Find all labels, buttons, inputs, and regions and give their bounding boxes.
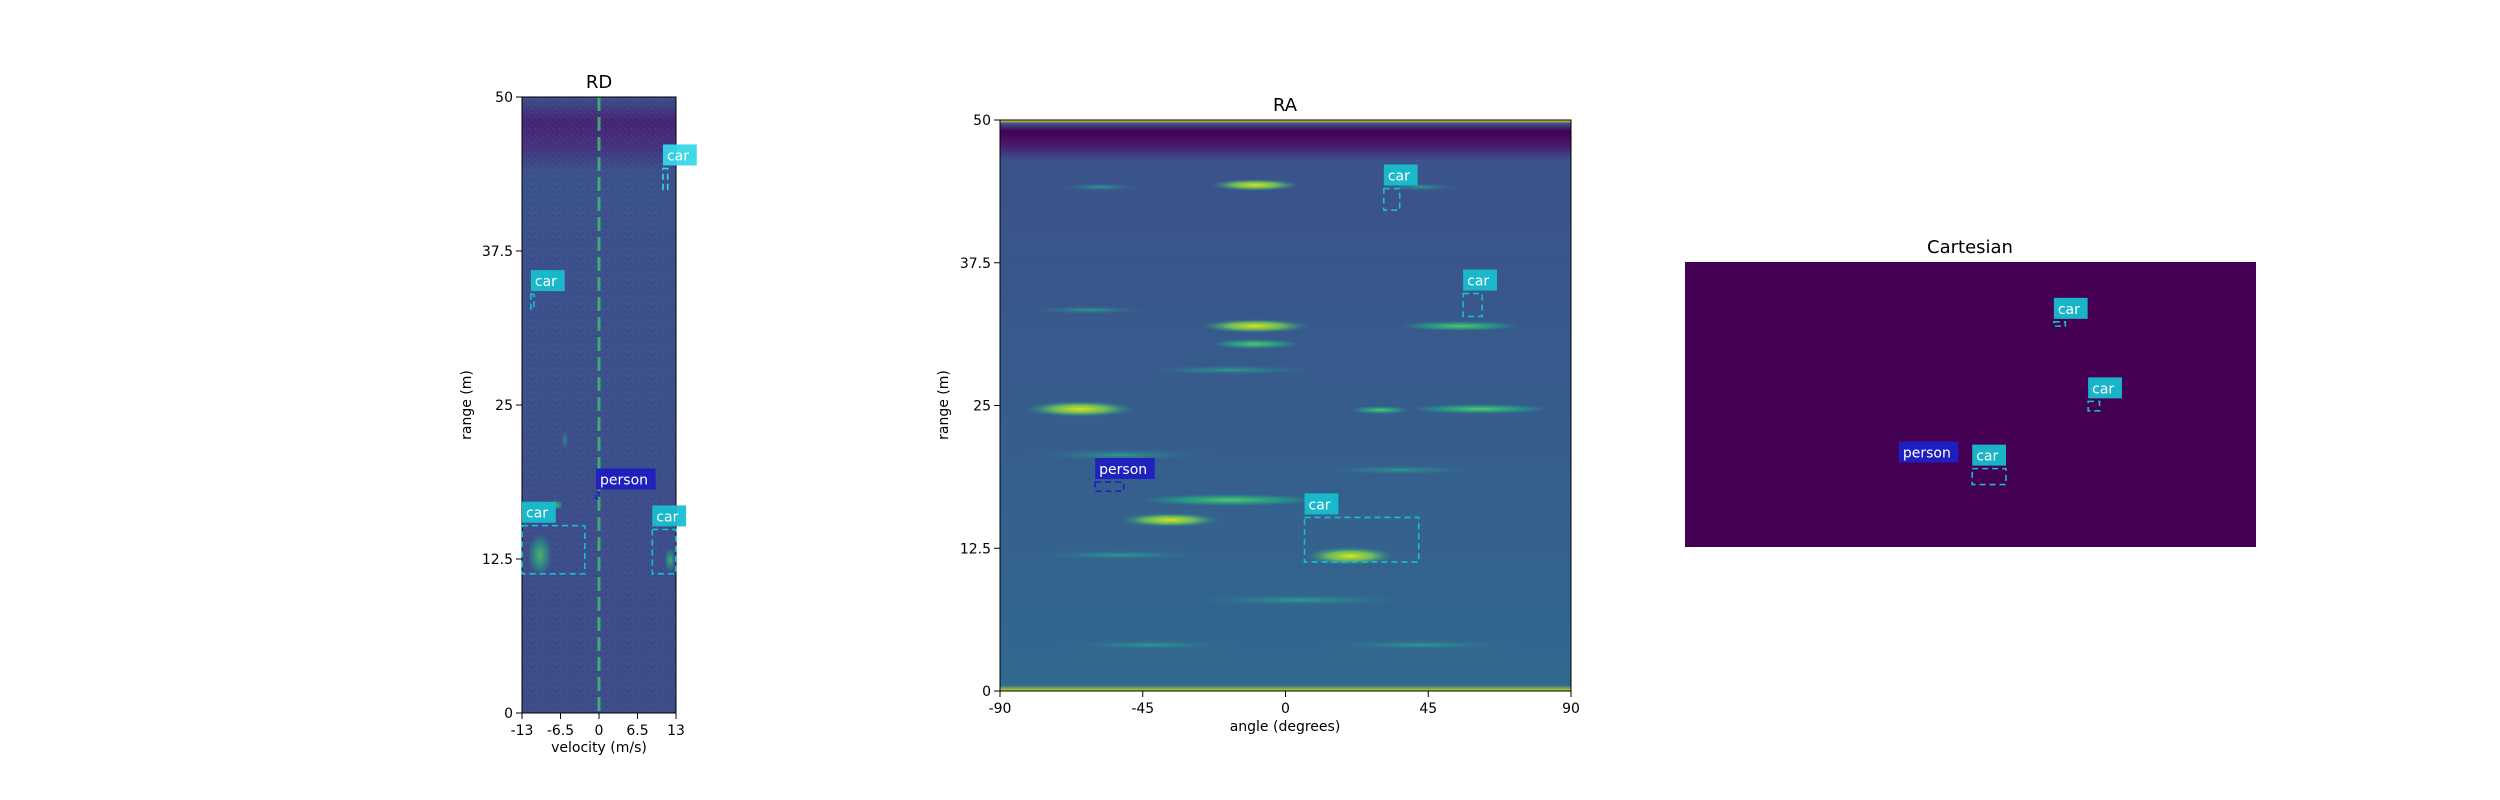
ra-return-blob	[1305, 547, 1395, 565]
x-tick-label: -90	[989, 701, 1012, 717]
ra-return-blob	[1030, 306, 1150, 314]
ra-return-blob	[1400, 321, 1520, 331]
rd-title: RD	[586, 72, 612, 93]
detection-box	[1303, 516, 1420, 563]
detection-box	[1094, 481, 1125, 492]
detection-label: car	[667, 148, 689, 164]
rd-ylabel: range (m)	[459, 370, 475, 440]
detection-label: person	[1099, 462, 1147, 478]
y-tick-label: 50	[973, 113, 991, 129]
detection-label-bg	[1972, 444, 2007, 466]
ra-detections: car car person car	[1094, 164, 1497, 563]
ra-return-blob	[1140, 494, 1320, 506]
ra-return-blob	[1210, 339, 1300, 349]
y-tick-label: 0	[982, 684, 991, 700]
x-tick-label: -45	[1131, 701, 1154, 717]
ra-return-blob	[1030, 550, 1210, 560]
cartesian-background	[1685, 262, 2256, 547]
cartesian-panel: Cartesian car car person car	[1685, 237, 2256, 547]
detection-label-bg	[662, 144, 697, 166]
rd-panel: RD -13 -6.5 0 6.5 13 0 12.5 25 37.5 50 car car pers…	[459, 72, 697, 756]
detection-label-bg	[1383, 164, 1418, 186]
ra-return-blob	[1140, 365, 1320, 375]
y-tick-label: 12.5	[960, 541, 991, 557]
detection-box	[530, 293, 535, 310]
detection-box	[651, 528, 677, 575]
detection-label-bg	[2053, 297, 2088, 319]
detection-label-bg	[522, 501, 556, 523]
x-tick-label: 0	[595, 723, 604, 739]
y-tick-label: 37.5	[482, 244, 513, 260]
rd-detections: car car person car car	[521, 144, 697, 575]
ra-xlabel: angle (degrees)	[1230, 719, 1341, 735]
cartesian-title: Cartesian	[1927, 237, 2013, 258]
detection-box	[662, 167, 669, 191]
rd-axis: -13 -6.5 0 6.5 13 0 12.5 25 37.5 50	[482, 90, 685, 739]
ra-return-blob	[1350, 406, 1410, 414]
x-tick-label: 13	[667, 723, 685, 739]
ra-return-blob	[1200, 319, 1310, 333]
detection-label: car	[656, 509, 678, 525]
y-tick-label: 25	[973, 399, 991, 415]
x-tick-label: 90	[1562, 701, 1580, 717]
ra-return-blob	[1060, 183, 1140, 191]
ra-axis: -90 -45 0 45 90 0 12.5 25 37.5 50	[960, 113, 1580, 717]
ra-return-blob	[1410, 404, 1550, 414]
x-tick-label: 6.5	[626, 723, 648, 739]
detection-box	[2087, 400, 2101, 412]
x-tick-label: -13	[511, 723, 534, 739]
detection-label-bg	[1898, 441, 1959, 463]
detection-box	[1462, 292, 1483, 318]
detection-label: car	[1467, 274, 1489, 290]
detection-label: car	[1976, 449, 1998, 465]
detection-label-bg	[652, 505, 687, 527]
rd-return-blob	[528, 533, 552, 577]
ra-ylabel: range (m)	[936, 370, 952, 440]
detection-label: car	[1388, 169, 1410, 185]
ra-return-blob	[1180, 594, 1420, 606]
detection-box	[2053, 321, 2067, 327]
ra-return-blob	[1060, 640, 1240, 650]
detection-label: car	[1309, 497, 1331, 513]
y-tick-label: 37.5	[960, 256, 991, 272]
y-tick-label: 12.5	[482, 552, 513, 568]
ra-return-blob	[1320, 640, 1520, 650]
detection-box	[1971, 467, 2007, 486]
ra-return-blob	[1120, 513, 1220, 527]
y-tick-label: 0	[504, 706, 513, 722]
detection-label-bg	[1304, 493, 1339, 515]
y-tick-label: 50	[495, 90, 513, 106]
x-tick-label: 0	[1281, 701, 1290, 717]
detection-label: person	[600, 472, 648, 488]
rd-return-blob	[664, 548, 676, 572]
x-tick-label: 45	[1419, 701, 1437, 717]
detection-label: person	[1903, 446, 1951, 462]
detection-label: car	[2058, 302, 2080, 318]
detection-label-bg	[1463, 269, 1497, 291]
detection-label: car	[526, 506, 548, 522]
detection-label: car	[535, 274, 557, 290]
detection-label-bg	[1095, 458, 1155, 480]
detection-label-bg	[530, 270, 565, 292]
detection-box	[595, 491, 600, 500]
ra-return-blob	[1025, 401, 1135, 417]
cartesian-detections: car car person car	[1898, 297, 2122, 486]
ra-return-blob	[1210, 179, 1300, 191]
detection-box	[521, 524, 586, 575]
ra-heatmap	[1000, 120, 1571, 691]
rd-xlabel: velocity (m/s)	[551, 740, 647, 756]
ra-return-blob	[1030, 449, 1210, 461]
y-tick-label: 25	[495, 398, 513, 414]
ra-return-blob	[1320, 465, 1480, 475]
detection-box	[1383, 187, 1401, 212]
ra-title: RA	[1273, 95, 1298, 116]
x-tick-label: -6.5	[547, 723, 574, 739]
detection-label-bg	[2088, 377, 2122, 399]
detection-label: car	[2092, 381, 2114, 397]
detection-label-bg	[596, 468, 656, 490]
rd-return-blob	[561, 430, 569, 450]
rd-heatmap	[522, 97, 676, 713]
